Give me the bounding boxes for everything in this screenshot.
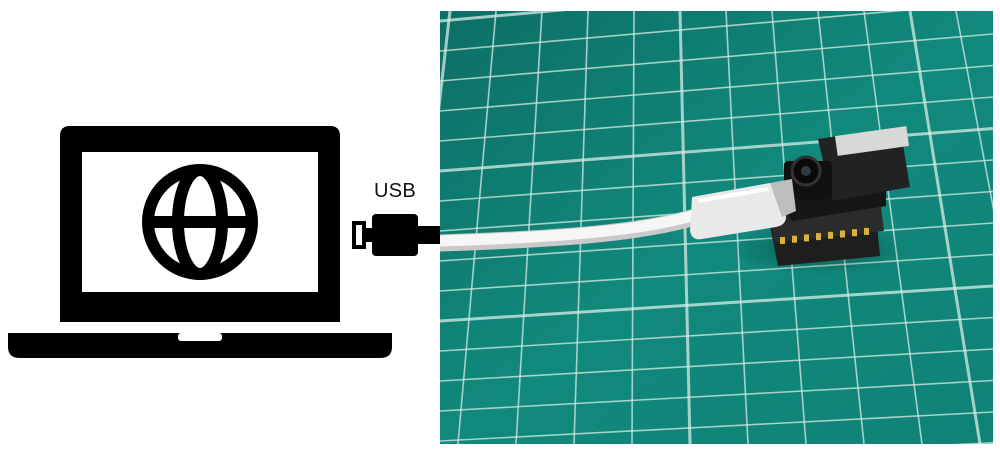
- laptop-screen-frame: [60, 126, 340, 322]
- usb-label: USB: [374, 180, 417, 202]
- laptop-base: [8, 333, 392, 358]
- laptop-notch: [178, 333, 222, 341]
- usb-plug-neck: [366, 228, 372, 242]
- usb-c-connector: [690, 179, 796, 240]
- usb-plug-icon: [352, 214, 442, 256]
- photo-camera-board: [440, 11, 993, 444]
- camera-board: [770, 126, 910, 266]
- usb-cable-highlight: [440, 205, 714, 247]
- usb-plug-cable-stub: [418, 226, 442, 244]
- globe-icon: [142, 164, 258, 280]
- usb-plug-head: [352, 221, 366, 249]
- laptop-icon: [8, 126, 392, 358]
- usb-plug-body: [372, 214, 418, 256]
